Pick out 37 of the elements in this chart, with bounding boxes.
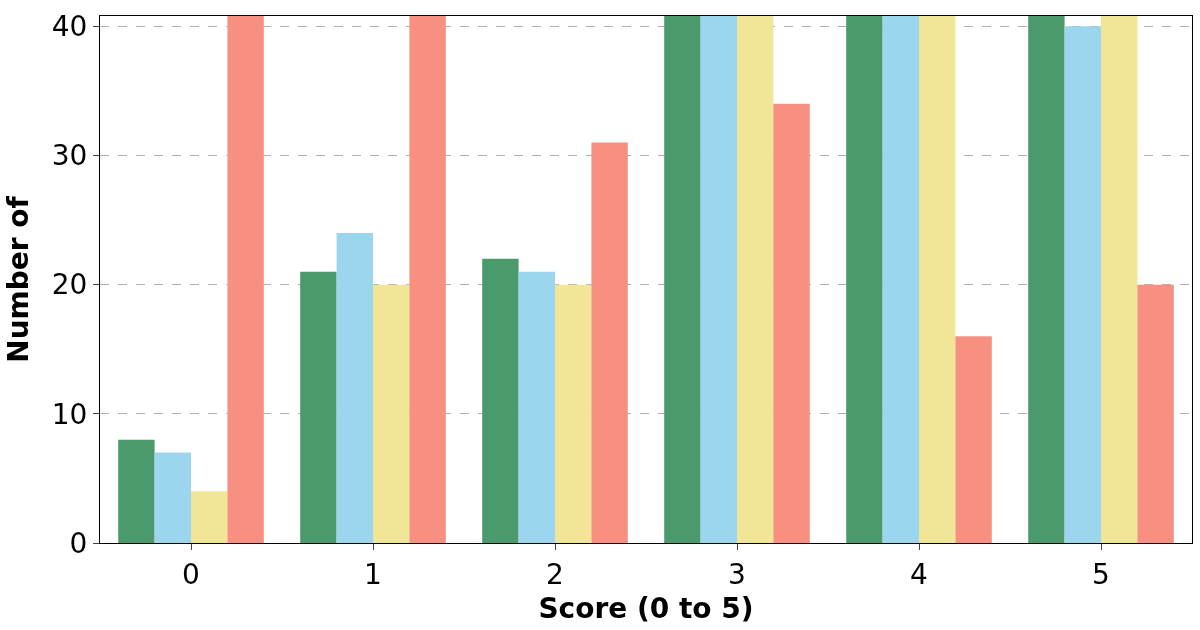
bar (664, 16, 701, 543)
bar (118, 439, 155, 543)
bar (518, 271, 555, 543)
bar (1064, 26, 1101, 543)
x-tick-label: 4 (910, 557, 928, 591)
y-axis-title: Number of (2, 195, 36, 363)
bar (846, 16, 883, 543)
y-tick-label: 0 (69, 526, 88, 560)
bar (737, 16, 774, 543)
x-tick-label: 5 (1092, 557, 1110, 591)
bar (409, 16, 446, 543)
bar (1101, 16, 1138, 543)
y-tick-label: 20 (51, 268, 88, 302)
bar (300, 271, 337, 543)
x-tick-label: 0 (182, 557, 200, 591)
y-tick-label: 30 (51, 139, 88, 173)
bar (919, 16, 956, 543)
bar (700, 16, 737, 543)
bar (336, 233, 373, 543)
x-axis-title: Score (0 to 5) (538, 591, 754, 625)
bar (555, 284, 592, 543)
y-tick-label: 40 (51, 10, 88, 44)
x-tick-label: 1 (364, 557, 382, 591)
bar (227, 16, 264, 543)
bar (773, 103, 810, 543)
bar (482, 258, 519, 543)
bar (373, 284, 410, 543)
x-tick-label: 2 (546, 557, 564, 591)
bar (1028, 16, 1065, 543)
x-tick-label: 3 (728, 557, 746, 591)
bar (1137, 284, 1174, 543)
y-tick-label: 10 (51, 397, 88, 431)
bar (591, 142, 628, 543)
bar (191, 491, 228, 543)
bar (882, 16, 919, 543)
bar (955, 336, 992, 543)
bar (154, 452, 191, 543)
